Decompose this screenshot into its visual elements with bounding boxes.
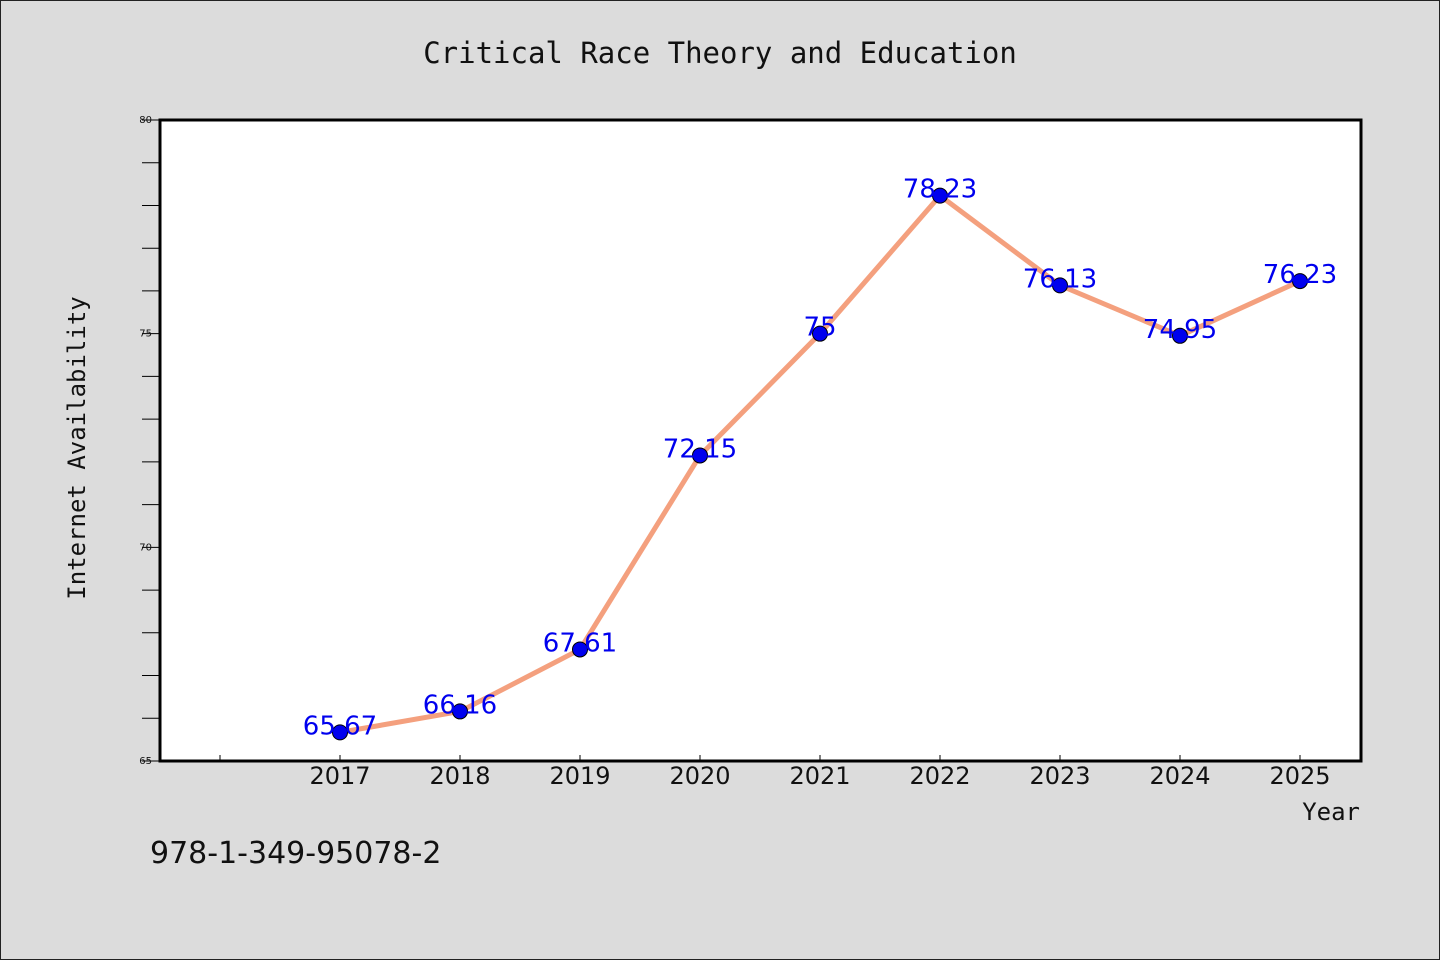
data-label: 72.15 [663, 434, 737, 464]
y-tick-label: 70 [139, 542, 152, 553]
data-label: 65.67 [303, 711, 377, 741]
y-axis: 65 70 75 80 [139, 115, 160, 767]
data-point [332, 724, 348, 741]
x-axis: 2017 2018 2019 2020 2021 2022 2023 2024 2025 [219, 755, 1331, 790]
data-label: 74.95 [1143, 315, 1217, 345]
data-label: 66.16 [423, 690, 497, 720]
x-tick-label: 2025 [1269, 762, 1330, 790]
data-point [812, 325, 828, 342]
series-group [332, 187, 1308, 741]
data-labels: 65.67 66.16 67.61 72.15 75 78.23 76.13 74.95 76.… [303, 175, 1337, 742]
data-label: 76.23 [1263, 260, 1337, 290]
x-tick-label: 2021 [789, 762, 850, 790]
x-axis-label: Year [1302, 798, 1360, 826]
data-point [452, 703, 468, 720]
x-tick-label: 2022 [909, 762, 970, 790]
x-tick-label: 2020 [669, 762, 730, 790]
y-tick-label: 65 [139, 756, 152, 767]
data-label: 76.13 [1023, 264, 1097, 294]
isbn-text: 978-1-349-95078-2 [150, 836, 441, 871]
y-tick-label: 80 [139, 115, 152, 126]
x-tick-label: 2023 [1029, 762, 1090, 790]
data-point [1172, 327, 1188, 344]
data-point [932, 187, 948, 204]
data-point [572, 641, 588, 658]
chart-title: Critical Race Theory and Education [423, 36, 1017, 70]
plot-area [158, 118, 1363, 763]
x-tick-label: 2018 [429, 762, 490, 790]
x-tick-label: 2024 [1149, 762, 1210, 790]
data-label: 67.61 [543, 628, 617, 658]
data-point [1052, 277, 1068, 294]
x-tick-label: 2017 [309, 762, 370, 790]
data-point [1292, 273, 1308, 290]
data-label: 75 [803, 313, 836, 343]
x-tick-label: 2019 [549, 762, 610, 790]
y-tick-label: 75 [139, 329, 152, 340]
y-axis-label: Internet Availability [63, 296, 91, 599]
data-label: 78.23 [903, 175, 977, 205]
data-point [692, 447, 708, 464]
